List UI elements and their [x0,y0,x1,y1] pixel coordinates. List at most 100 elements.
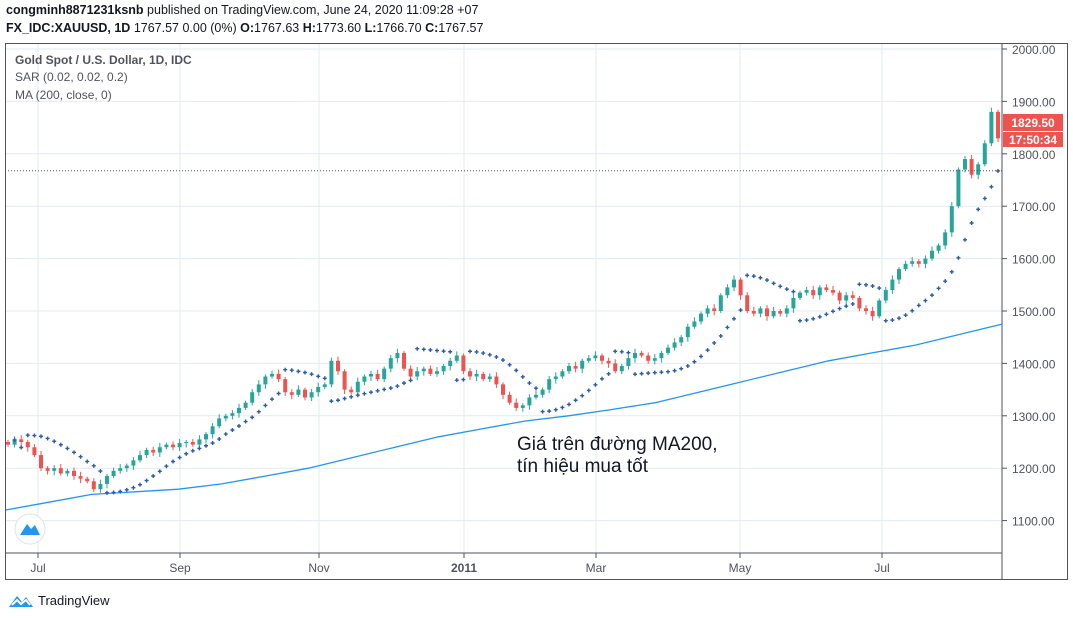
candle-body [718,295,723,311]
sar-dot [263,403,268,408]
candle-body [897,269,901,280]
candle-body [685,326,690,338]
candle-body [963,159,967,170]
y-tick-label: 1300.00 [1012,410,1056,424]
candle-body [606,360,611,364]
candle-body [646,355,651,361]
brand-name: TradingView [38,592,110,608]
candle-body [791,297,796,309]
sar-dot [593,382,598,387]
candle-body [580,360,585,369]
candle-body [850,295,855,298]
sar-dot [989,184,994,189]
sar-dot [586,388,591,393]
sar-dot [963,237,967,242]
candle-body [349,389,354,393]
sar-dot [672,368,677,373]
sar-dot [765,278,769,283]
sar-dot [930,293,934,298]
sar-dot [461,377,466,382]
sar-dot [303,370,307,375]
candle-body [58,468,63,474]
candle-body [12,439,17,445]
sar-dot [481,351,486,356]
legend-ma[interactable]: MA (200, close, 0) [15,88,112,102]
candle-body [151,449,156,453]
candle-body [98,483,103,490]
candle-body [421,368,426,372]
sar-dot [811,316,816,321]
author: congminh8871231ksnb [6,3,144,17]
candle-body [243,402,248,408]
candle-body [65,470,70,474]
candle-body [672,342,677,348]
candle-body [111,470,116,477]
sar-dot [692,359,697,364]
candle-body [534,394,538,398]
publish-date: published on TradingView.com, June 24, 2… [147,3,479,17]
candle-body [164,444,169,448]
countdown-label: 17:50:34 [1009,133,1057,147]
candle-body [256,384,261,393]
sar-dot [52,439,57,444]
legend-sar[interactable]: SAR (0.02, 0.02, 0.2) [15,70,128,84]
sar-dot [415,346,420,351]
sar-dot [131,485,136,490]
close-label: C: [425,21,439,35]
x-tick-label: 2011 [451,561,477,575]
candle-body [223,415,228,419]
candle-body [237,407,241,414]
sar-dot [72,450,76,455]
sar-dot [784,287,789,292]
sar-dot [375,388,380,393]
candle-body [72,470,76,477]
sar-dot [520,374,525,379]
candle-body [157,447,162,453]
low-value: 1766.70 [376,21,422,35]
sar-dot [118,489,123,494]
sar-dot [32,433,37,438]
tradingview-logo-icon [9,596,33,607]
candle-body [883,290,888,301]
sar-dot [177,455,182,460]
candle-body [619,366,624,372]
sar-dot [468,349,472,354]
sar-dot [157,469,162,474]
sar-dot [864,282,868,287]
quote: 1767.57 0.00 (0%) [133,21,237,35]
sar-dot [111,490,116,495]
candle-body [811,290,816,296]
candle-body [824,287,829,291]
candle-body [507,394,512,403]
sar-dot [718,333,723,338]
sar-dot [758,275,763,280]
sar-dot [164,464,169,469]
candle-body [408,368,413,377]
countdown-tag [1003,132,1063,147]
candle-body [573,366,578,369]
sar-dot [712,340,717,345]
sar-dot [329,399,334,404]
sar-dot [553,407,558,412]
y-tick-label: 1900.00 [1012,95,1056,109]
candle-body [177,443,182,448]
sar-dot [982,196,987,201]
candle-body [468,371,472,377]
sar-dot [745,273,750,278]
sar-dot [78,454,83,459]
sar-dot [204,443,208,448]
candle-body [699,313,703,322]
footer-brand[interactable]: TradingView [8,592,110,608]
candle-body [19,439,24,442]
candle-body [184,442,189,444]
candle-body [844,295,849,301]
candle-body [613,363,618,372]
candle-body [930,250,934,259]
sar-dot [705,348,710,353]
sar-dot [395,384,400,389]
candle-body [217,418,222,427]
sar-dot [857,282,862,287]
sar-dot [388,386,393,391]
candle-body [837,292,842,301]
